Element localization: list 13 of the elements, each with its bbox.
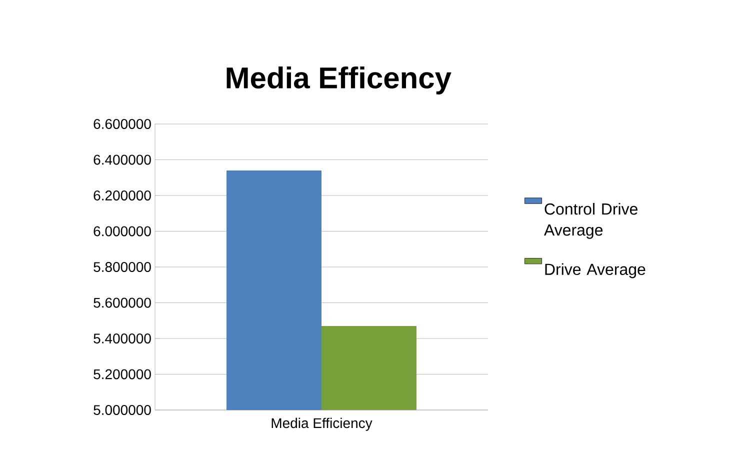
y-tick-label: 6.400000 [94,154,151,165]
y-tick-label: 6.200000 [94,190,151,200]
y-tick-label: 5.400000 [94,334,151,344]
y-tick-label: 5.000000 [94,405,151,415]
y-tick-label: 5.200000 [94,369,151,380]
y-tick-label: 6.600000 [94,119,151,129]
y-tick-label: 5.600000 [94,298,151,308]
chart-title: Media Efficency [226,66,452,94]
y-tick-label: 6.000000 [94,226,151,236]
legend-label: Control Drive Average [544,202,638,239]
x-tick-label: Media Efficiency [272,418,372,431]
legend-label: Drive Average [545,263,646,278]
y-tick-label: 5.800000 [94,262,151,272]
